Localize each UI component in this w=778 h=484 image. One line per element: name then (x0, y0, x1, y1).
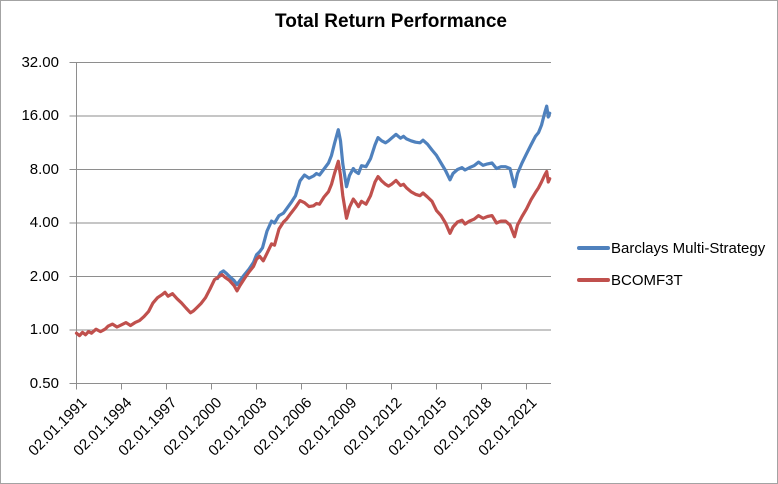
chart-title: Total Return Performance (275, 11, 507, 32)
legend-label: Barclays Multi-Strategy (611, 239, 766, 257)
y-axis-label: 1.00 (29, 321, 59, 338)
legend-item: Barclays Multi-Strategy (577, 232, 765, 264)
legend: Barclays Multi-Strategy BCOMF3T (577, 232, 765, 296)
y-axis-label: 4.00 (29, 214, 59, 231)
legend-label: BCOMF3T (611, 271, 683, 289)
y-axis-label: 2.00 (29, 267, 59, 285)
y-axis-label: 16.00 (21, 107, 59, 124)
legend-item: BCOMF3T (577, 264, 765, 296)
legend-line-swatch (577, 246, 610, 250)
y-axis-label: 0.50 (29, 374, 59, 392)
legend-line-swatch (577, 278, 610, 282)
y-axis-label: 8.00 (29, 160, 59, 178)
y-axis-label: 32.00 (21, 53, 59, 71)
